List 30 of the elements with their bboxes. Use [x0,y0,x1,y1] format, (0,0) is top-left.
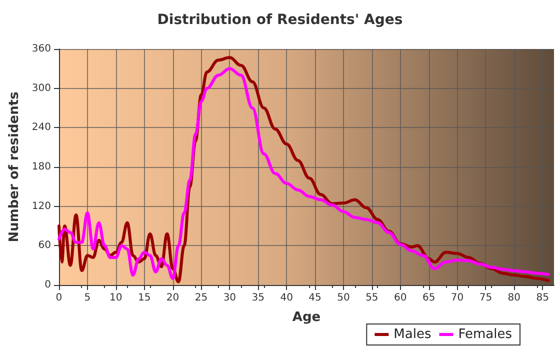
x-tick-label: 50 [337,292,350,304]
y-tick-label: 0 [44,280,51,290]
x-tick-label: 45 [308,292,322,304]
y-axis-title: Number of residents [7,91,22,242]
x-axis-title: Age [292,310,321,325]
x-tick-label: 25 [194,292,208,304]
x-tick-label: 20 [166,292,180,304]
x-tick-label: 0 [56,292,62,304]
y-tick-label: 120 [32,200,51,212]
x-tick-label: 5 [84,292,91,304]
x-tick-label: 75 [479,292,492,304]
x-tick-label: 85 [536,292,549,304]
y-tick-label: 360 [32,44,51,54]
y-tick-label: 60 [38,240,51,252]
y-tick-label: 300 [32,82,51,94]
x-tick-label: 15 [138,292,151,304]
y-tick-label: 240 [32,122,51,134]
x-tick-label: 40 [280,292,293,304]
legend-label: Males [394,327,432,342]
x-tick-label: 80 [508,292,521,304]
x-tick-label: 70 [450,292,464,304]
x-tick-label: 35 [252,292,264,304]
x-tick-label: 60 [394,292,407,304]
chart-title: Distribution of Residents' Ages [157,12,403,28]
x-tick-label: 55 [366,292,378,304]
x-tick-label: 30 [223,292,236,304]
x-tick-label: 10 [110,292,122,304]
x-tick-label: 65 [422,292,436,304]
legend-label: Females [458,327,512,342]
y-tick-label: 180 [32,162,51,172]
